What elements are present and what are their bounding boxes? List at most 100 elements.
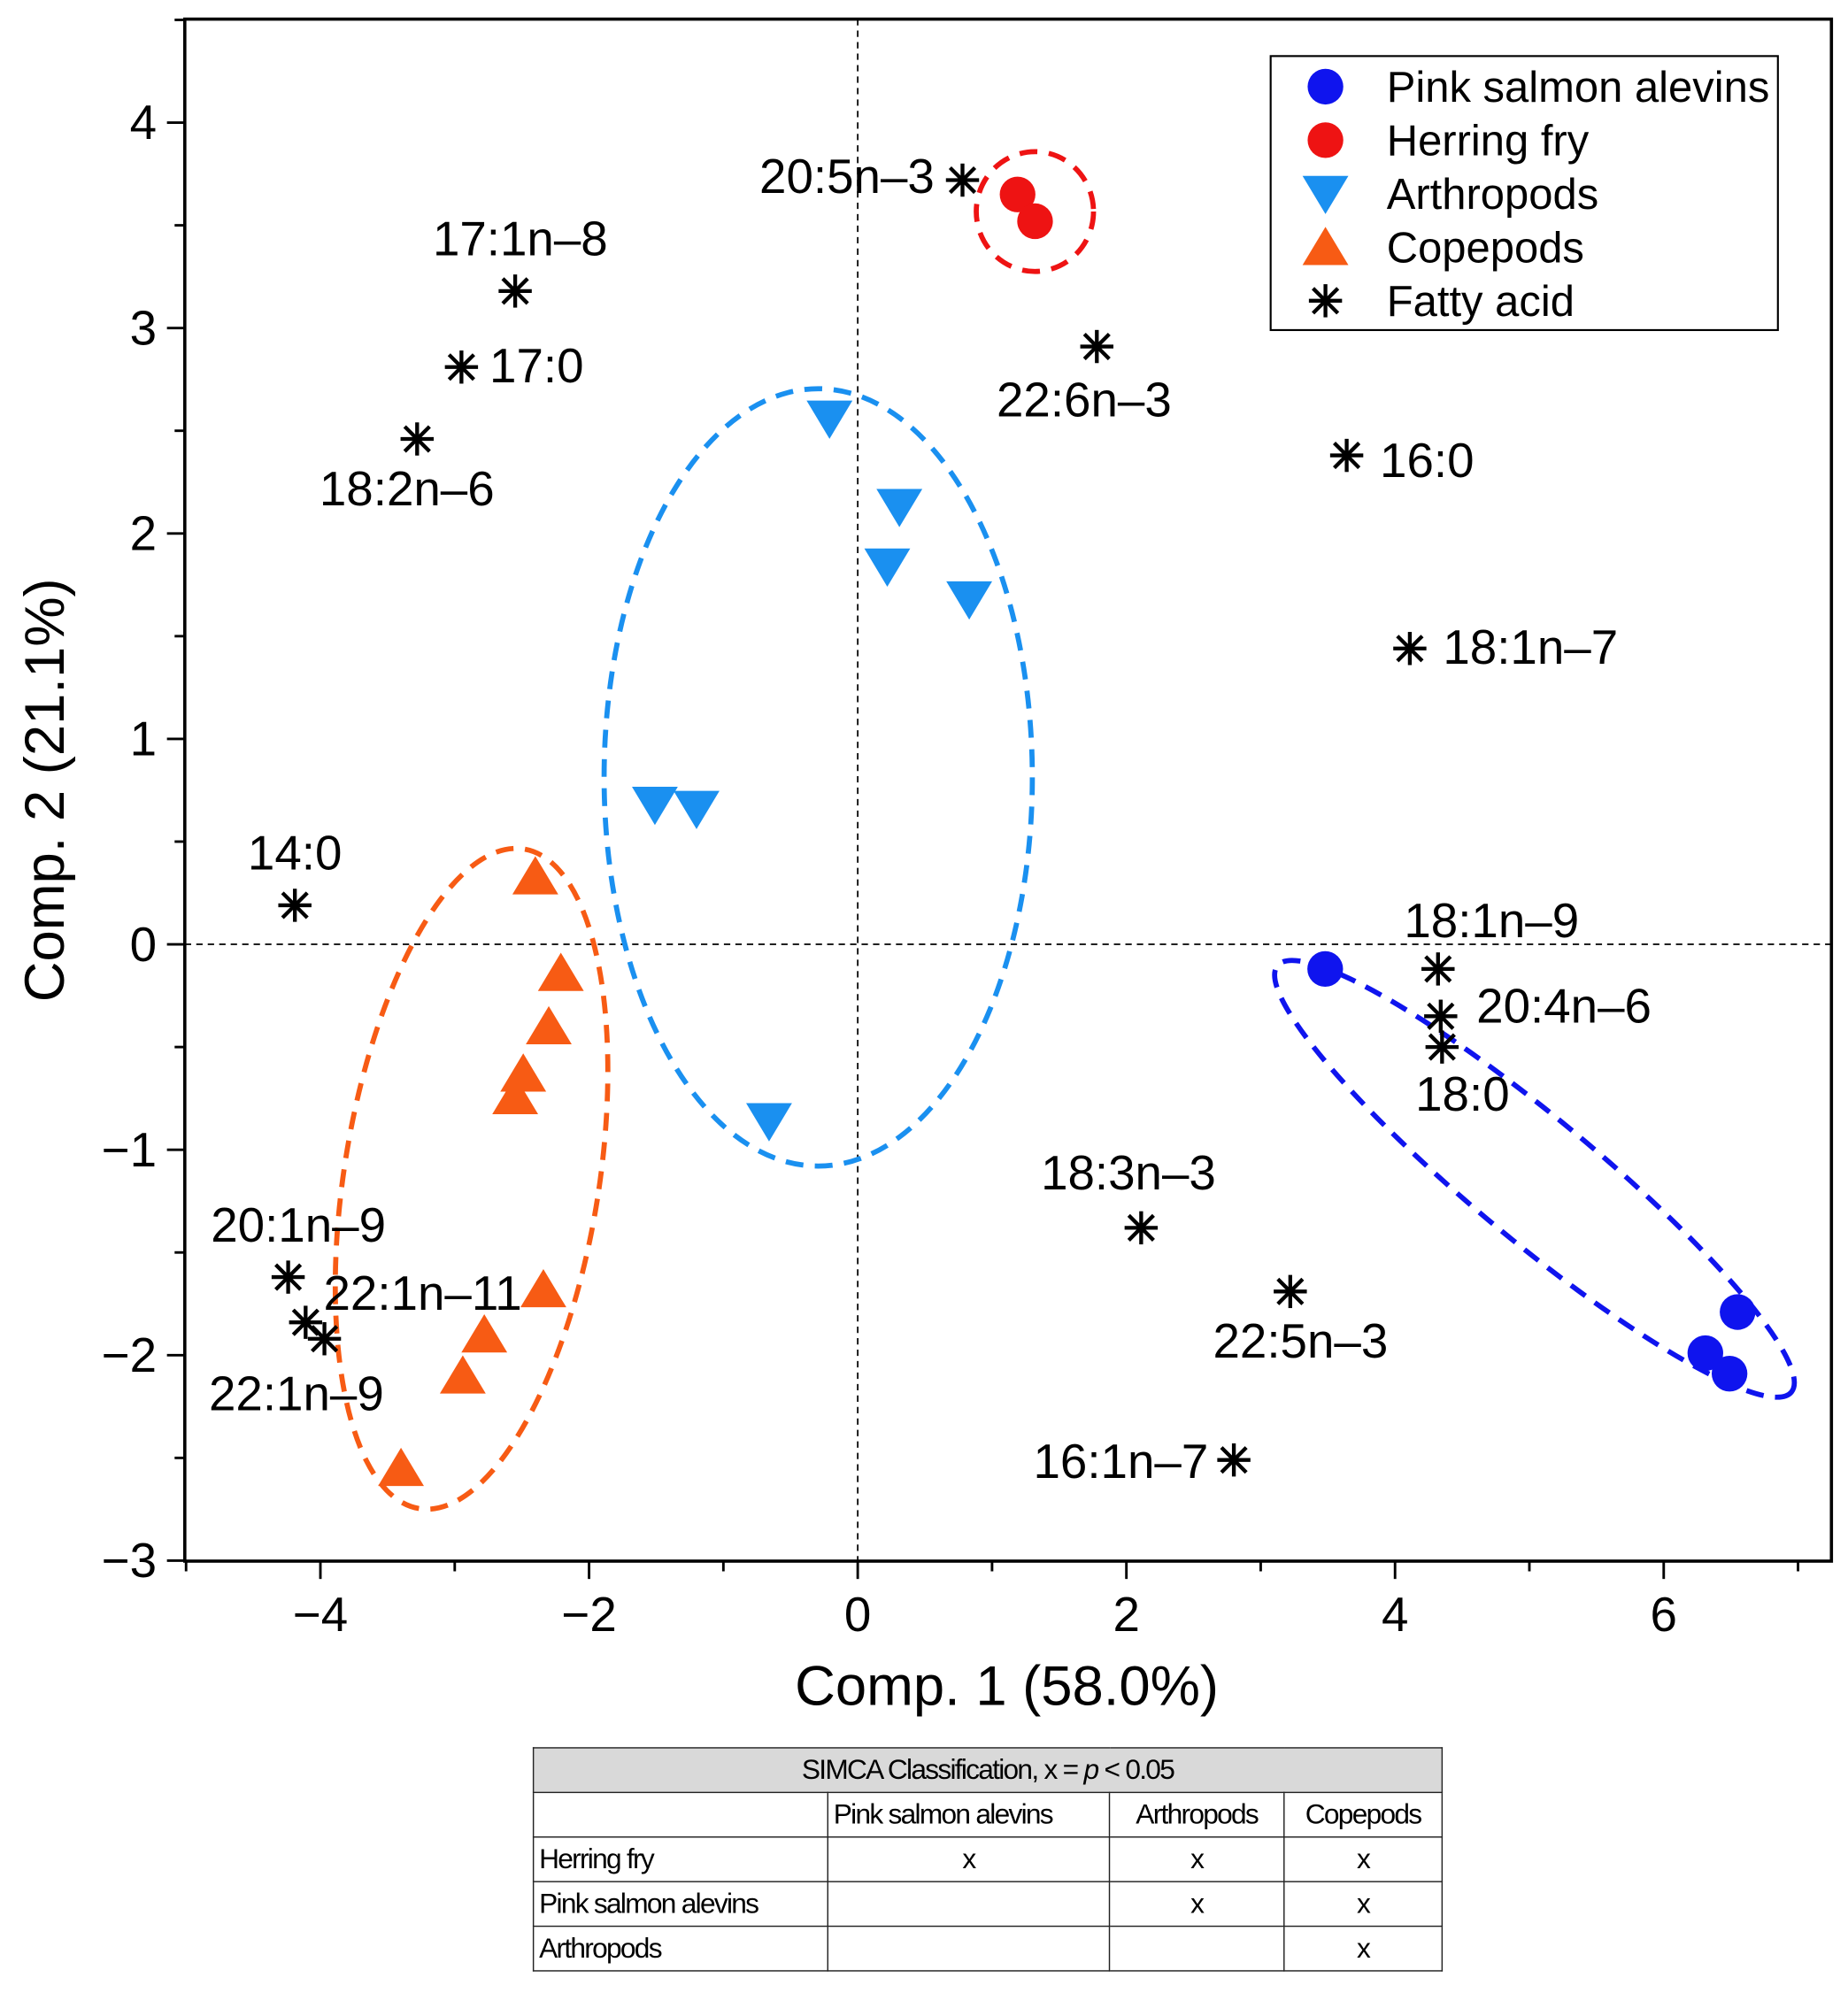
y-tick-label: 2	[130, 506, 157, 561]
copepods-point	[439, 1355, 486, 1394]
herring-fry-point	[1017, 203, 1053, 240]
copepods-point	[500, 1053, 547, 1092]
legend-label-herring-fry: Herring fry	[1387, 118, 1590, 165]
arthropods-point	[864, 548, 911, 587]
legend-marker-copepods	[1302, 227, 1349, 265]
y-tick-label: −3	[102, 1533, 157, 1588]
legend-marker-arthropods	[1302, 175, 1349, 214]
y-tick-label: 1	[130, 712, 157, 766]
fatty-acid-label: 22:1n–9	[209, 1366, 384, 1420]
table-cell: x	[827, 1836, 1111, 1882]
x-tick-label: −2	[561, 1587, 616, 1642]
row-label: Arthropods	[532, 1925, 829, 1972]
fatty-acid-label: 18:1n–7	[1443, 619, 1618, 674]
fatty-acid-point	[1274, 1274, 1307, 1309]
fatty-acid-point	[1393, 632, 1427, 666]
fatty-acid-label: 18:2n–6	[320, 461, 495, 516]
fatty-acid-point	[444, 350, 479, 384]
legend-label-arthropods: Arthropods	[1387, 171, 1598, 219]
fatty-acid-point	[1424, 999, 1458, 1034]
fatty-acid-point	[271, 1260, 305, 1294]
y-tick-label: 4	[130, 95, 157, 150]
y-tick-label: 3	[130, 300, 157, 355]
plot-frame	[183, 17, 1834, 1563]
fatty-acid-point	[1217, 1443, 1251, 1477]
arthropods-point	[674, 790, 720, 829]
legend-marker-pink-salmon-alevins	[1307, 68, 1344, 105]
fatty-acid-label: 18:1n–9	[1404, 893, 1579, 948]
arthropods-ellipse	[601, 386, 1036, 1169]
fatty-acid-label: 16:1n–7	[1033, 1434, 1208, 1489]
x-tick-label: 0	[844, 1587, 871, 1642]
fatty-acid-point	[498, 274, 532, 308]
fatty-acid-label: 17:0	[489, 338, 583, 393]
arthropods-point	[946, 581, 993, 620]
copepods-point	[492, 1075, 539, 1114]
pink-salmon-ellipse	[1272, 958, 1798, 1400]
legend-box	[1269, 55, 1779, 332]
herring-fry-ellipse	[974, 149, 1097, 274]
column-header: Arthropods	[1108, 1791, 1285, 1838]
copepods-point	[526, 1005, 572, 1045]
arthropods-point	[632, 787, 678, 826]
fatty-acid-label: 22:6n–3	[997, 373, 1172, 427]
legend-marker-herring-fry	[1307, 122, 1344, 158]
fatty-acid-label: 17:1n–8	[433, 212, 608, 266]
copepods-point	[378, 1447, 425, 1487]
copepods-ellipse	[332, 845, 611, 1512]
pink-salmon-alevins-point	[1307, 950, 1344, 988]
copepods-point	[461, 1314, 508, 1353]
row-label: Pink salmon alevins	[532, 1881, 829, 1928]
table-row: Arthropods x	[532, 1925, 1444, 1972]
fatty-acid-label: 18:3n–3	[1041, 1145, 1216, 1200]
table-cell	[827, 1925, 1111, 1972]
simca-table: SIMCA Classification, x = p < 0.05 Pink …	[532, 1747, 1444, 1972]
copepods-point	[537, 952, 584, 991]
legend-label-pink-salmon-alevins: Pink salmon alevins	[1387, 64, 1770, 112]
fatty-acid-point	[307, 1322, 342, 1356]
legend-marker-fatty-acid	[1308, 284, 1343, 318]
x-tick-label: 6	[1651, 1587, 1677, 1642]
fatty-acid-point	[1124, 1211, 1159, 1245]
fatty-acid-point	[278, 889, 312, 922]
copepods-point	[520, 1268, 566, 1308]
table-row: Pink salmon alevins x x	[532, 1881, 1444, 1928]
y-tick-label: −2	[102, 1327, 157, 1382]
x-tick-label: 4	[1382, 1587, 1408, 1642]
fatty-acid-point	[1421, 952, 1455, 986]
herring-fry-point	[999, 176, 1036, 212]
table-row: Herring fry x x x	[532, 1836, 1444, 1882]
fatty-acid-label: 18:0	[1415, 1066, 1510, 1121]
pink-salmon-alevins-point	[1720, 1294, 1756, 1330]
fatty-acid-point	[1329, 438, 1364, 473]
row-label: Herring fry	[532, 1836, 829, 1882]
y-axis-title: Comp. 2 (21.1%)	[14, 578, 76, 1002]
fatty-acid-point	[1080, 329, 1114, 364]
fatty-acid-label: 20:4n–6	[1476, 978, 1652, 1033]
table-cell: x	[1108, 1836, 1285, 1882]
table-cell: x	[1283, 1836, 1444, 1882]
table-cell	[827, 1881, 1111, 1928]
fatty-acid-point	[400, 422, 435, 456]
table-header-row: Pink salmon alevins Arthropods Copepods	[532, 1791, 1444, 1838]
fatty-acid-label: 20:1n–9	[211, 1197, 386, 1252]
table-cell: x	[1108, 1881, 1285, 1928]
table-cell: x	[1283, 1881, 1444, 1928]
fatty-acid-label: 16:0	[1380, 433, 1475, 488]
fatty-acid-label: 14:0	[248, 826, 343, 881]
copepods-point	[512, 856, 558, 895]
fatty-acid-point	[945, 163, 980, 197]
x-tick-label: 2	[1113, 1587, 1139, 1642]
column-header	[532, 1791, 829, 1838]
legend: Pink salmon alevins Herring fry Arthropods…	[1269, 55, 1779, 332]
legend-label-copepods: Copepods	[1387, 225, 1584, 273]
legend-label-fatty-acid: Fatty acid	[1387, 278, 1575, 326]
y-tick-label: −1	[102, 1122, 157, 1177]
x-axis-title: Comp. 1 (58.0%)	[795, 1656, 1219, 1718]
x-tick-label: −4	[293, 1587, 348, 1642]
simca-table-title: SIMCA Classification, x = p < 0.05	[532, 1747, 1444, 1794]
table-cell: x	[1283, 1925, 1444, 1972]
pink-salmon-alevins-point	[1711, 1356, 1748, 1392]
fatty-acid-label: 22:1n–11	[323, 1266, 521, 1320]
